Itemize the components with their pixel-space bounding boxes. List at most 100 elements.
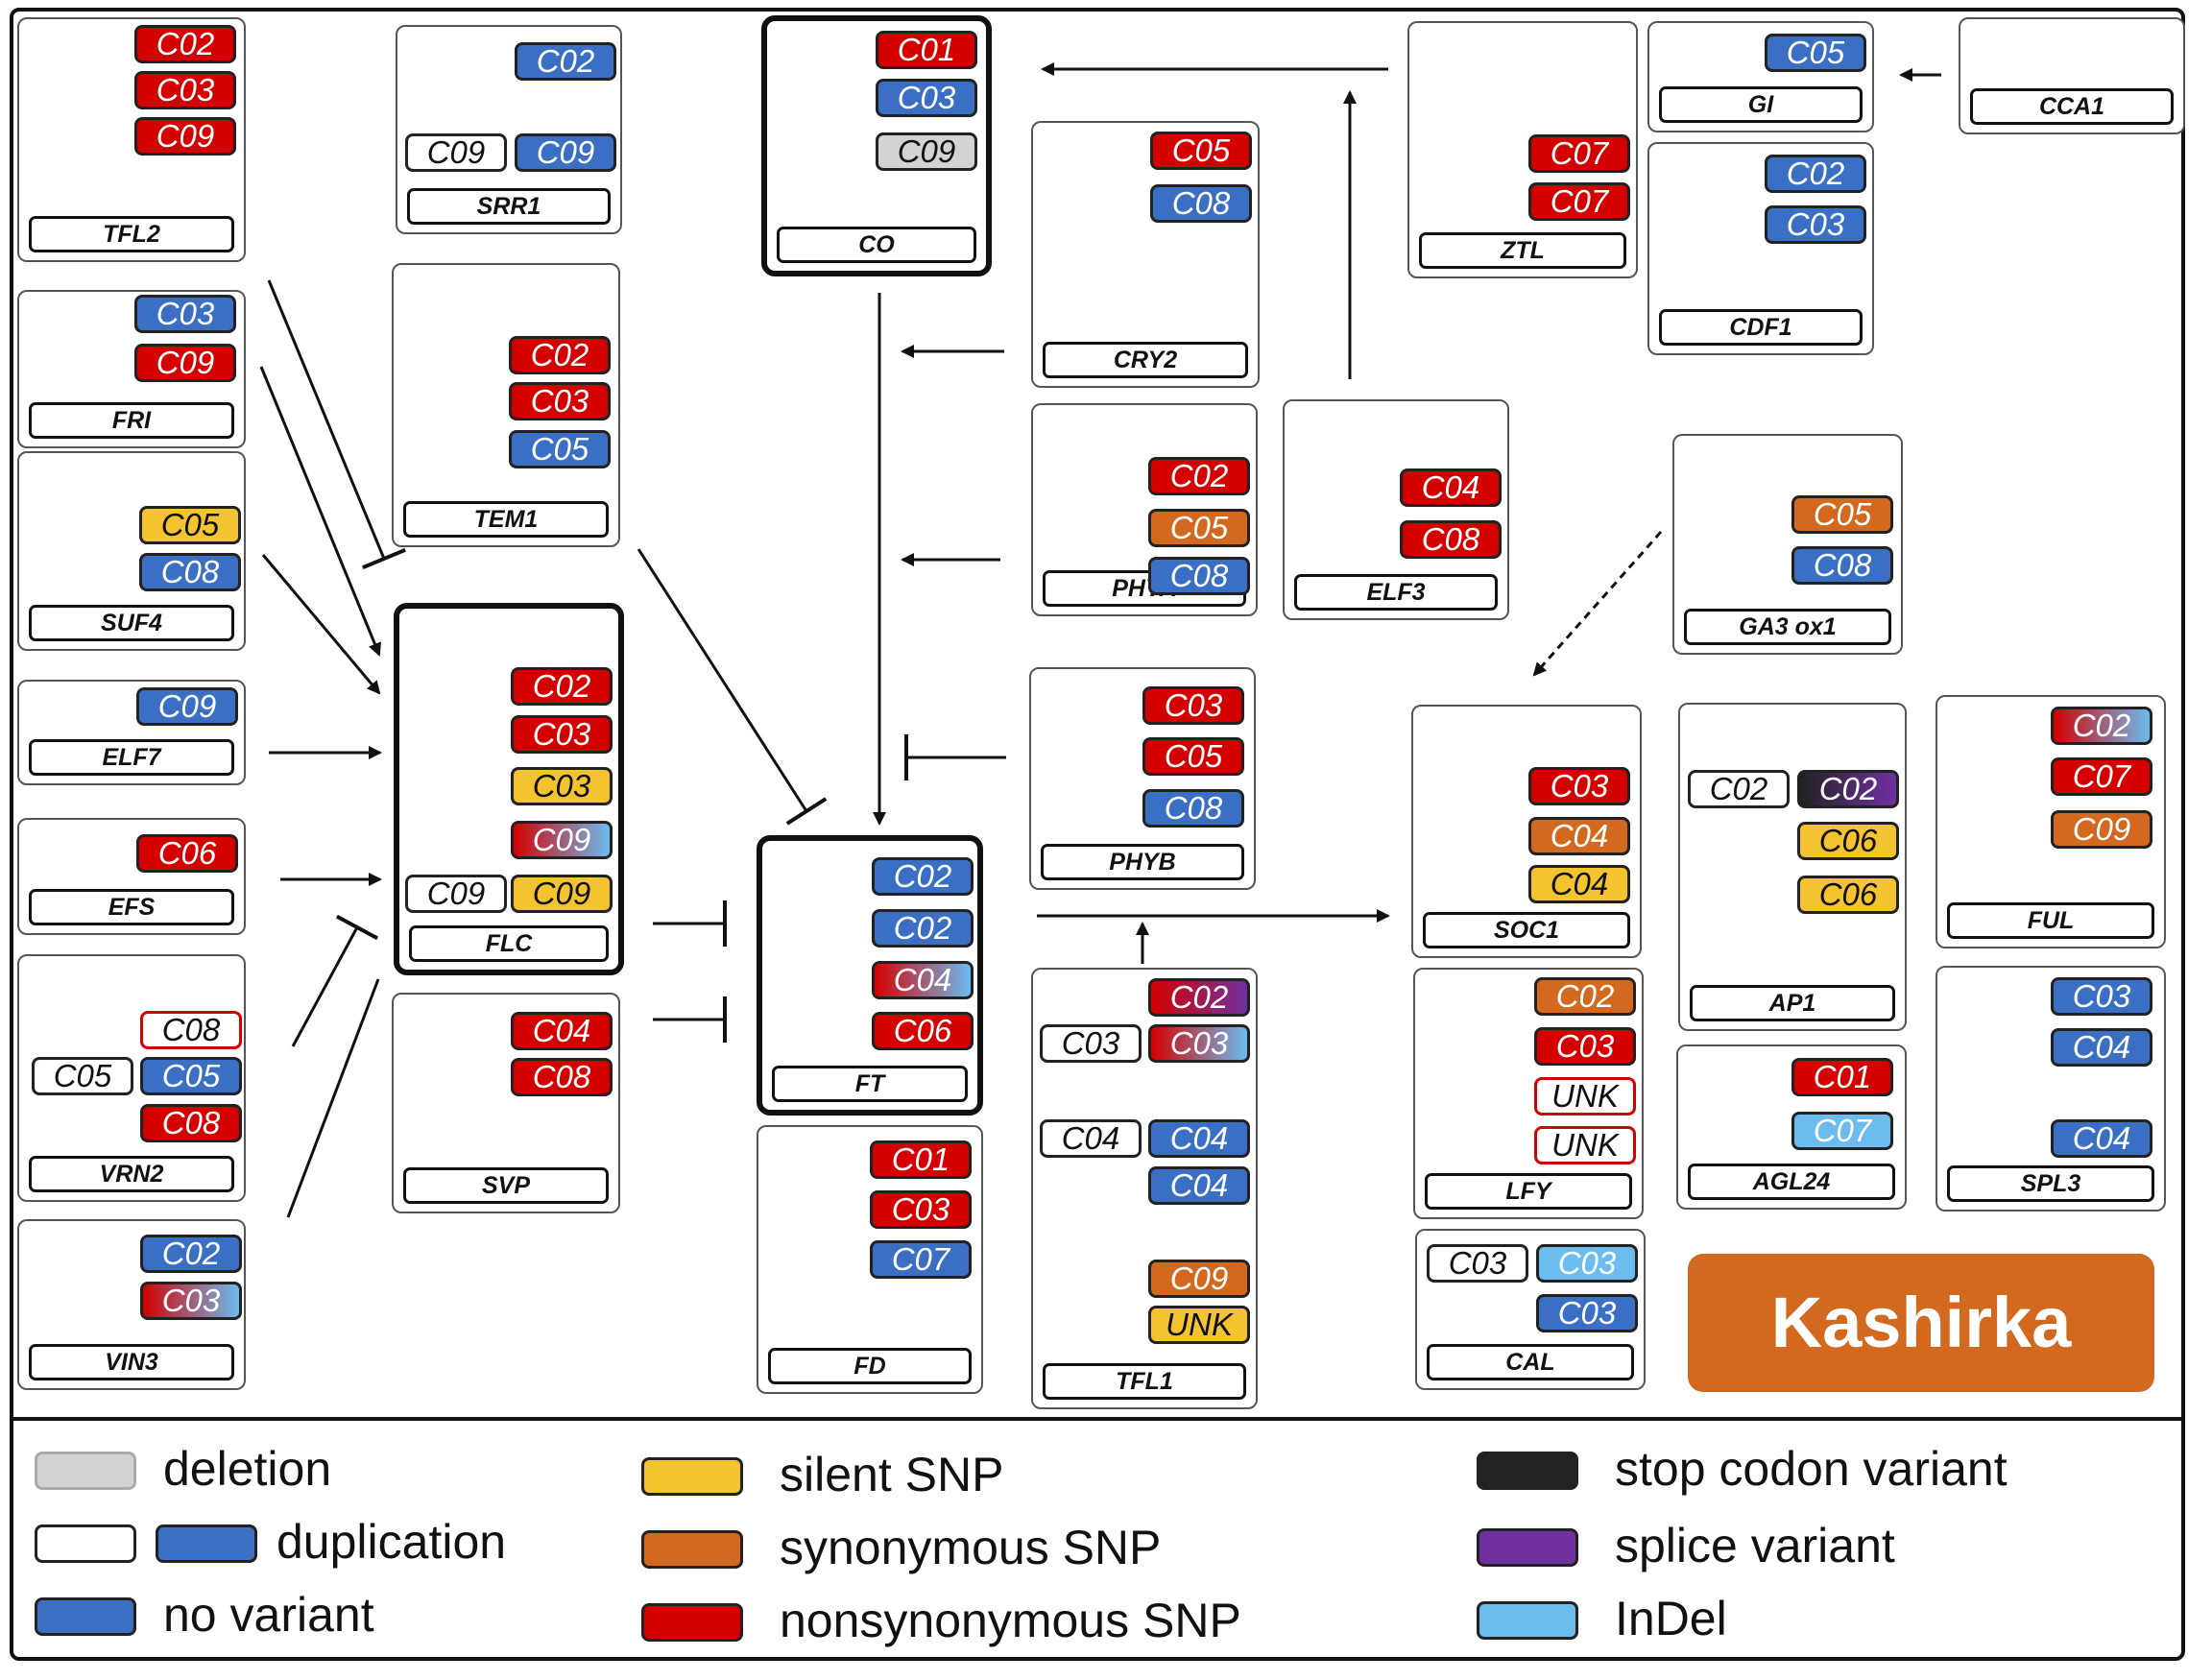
variant-chip: C04 — [2051, 1028, 2152, 1067]
variant-chip: C02 — [140, 1235, 242, 1273]
variant-chip: C02 — [515, 42, 616, 81]
variant-chip: C05 — [139, 506, 241, 544]
variant-chip: C05 — [509, 430, 611, 468]
variant-chip: C05 — [1148, 509, 1250, 547]
gene-name: GA3 ox1 — [1684, 609, 1891, 645]
variant-chip: C03 — [134, 71, 236, 109]
legend-label-indel: InDel — [1615, 1592, 1727, 1645]
edge-fri-to-flc — [259, 366, 381, 657]
legend-label-splice-variant: splice variant — [1615, 1519, 1895, 1572]
inhibition-bar — [335, 914, 379, 941]
gene-name: CRY2 — [1043, 342, 1248, 378]
variant-chip: C03 — [1148, 1024, 1250, 1063]
variant-chip: C08 — [139, 553, 241, 591]
variant-chip: C09 — [511, 875, 613, 913]
variant-chip: C03 — [140, 1282, 242, 1320]
gene-name: LFY — [1425, 1173, 1632, 1210]
gene-name: FUL — [1947, 902, 2154, 939]
variant-chip: C04 — [872, 961, 974, 999]
variant-chip: C04 — [1148, 1166, 1250, 1205]
variant-chip: C01 — [1791, 1058, 1893, 1096]
gene-name: EFS — [29, 889, 234, 925]
legend-swatch-deletion — [35, 1452, 136, 1490]
gene-name: SPL3 — [1947, 1165, 2154, 1202]
variant-chip: C07 — [1528, 134, 1630, 173]
edge-ga3ox1-to-soc1 — [1532, 531, 1663, 677]
gene-name: CDF1 — [1659, 309, 1863, 346]
variant-chip: C02 — [872, 909, 974, 948]
edge-tfl2-to-flc — [267, 279, 386, 560]
variant-chip: C06 — [1797, 876, 1899, 914]
diagram-frame — [10, 8, 2185, 1661]
legend-label-nonsynonymous-snp: nonsynonymous SNP — [780, 1594, 1241, 1647]
variant-chip: C08 — [511, 1058, 613, 1096]
legend-swatch-silent-snp — [641, 1457, 743, 1496]
gene-name: ELF7 — [29, 739, 234, 776]
legend-swatch-no-variant — [156, 1524, 257, 1563]
variant-chip: C01 — [876, 31, 977, 69]
variant-chip: C09 — [405, 133, 507, 172]
variant-chip: C09 — [136, 687, 238, 726]
gene-name: FT — [772, 1066, 968, 1102]
variant-chip: C04 — [2051, 1119, 2152, 1158]
variant-chip: C03 — [1040, 1024, 1142, 1063]
edge-vin3-to-flc — [286, 978, 380, 1218]
gene-name: ZTL — [1419, 232, 1626, 269]
variant-chip: C03 — [1427, 1244, 1528, 1283]
variant-chip: C04 — [1528, 865, 1630, 903]
variant-chip: C03 — [511, 715, 613, 754]
gene-name: TFL1 — [1043, 1363, 1246, 1400]
variant-chip: C05 — [140, 1057, 242, 1095]
variant-chip: C09 — [1148, 1260, 1250, 1298]
legend-swatch-indel — [1477, 1601, 1578, 1640]
variant-chip: C07 — [870, 1240, 972, 1279]
gene-name: SOC1 — [1423, 912, 1630, 948]
gene-name: SRR1 — [407, 188, 611, 225]
variant-chip: C03 — [870, 1190, 972, 1229]
variant-chip: C09 — [405, 875, 507, 913]
cultivar-label: Kashirka — [1688, 1254, 2154, 1392]
variant-chip: C09 — [511, 821, 613, 859]
variant-chip: C02 — [1797, 770, 1899, 808]
legend-label-duplication: duplication — [276, 1515, 507, 1569]
variant-chip: C08 — [1142, 789, 1244, 828]
gene-box-ga3ox1: GA3 ox1 — [1672, 434, 1903, 655]
variant-chip: C06 — [136, 834, 238, 873]
variant-chip: C02 — [872, 857, 974, 896]
gene-name: CO — [777, 227, 976, 263]
variant-chip: C02 — [1688, 770, 1790, 808]
gene-box-tem1: TEM1 — [392, 263, 620, 547]
variant-chip: C08 — [1150, 184, 1252, 223]
variant-chip: C06 — [872, 1012, 974, 1050]
variant-chip: C07 — [2051, 757, 2152, 796]
gene-name: GI — [1659, 86, 1863, 123]
variant-chip: C05 — [1765, 34, 1866, 72]
variant-chip: C03 — [1142, 686, 1244, 725]
variant-chip: C03 — [2051, 977, 2152, 1016]
gene-box-elf3: ELF3 — [1283, 399, 1509, 620]
variant-chip: C02 — [2051, 707, 2152, 745]
gene-name: FRI — [29, 402, 234, 439]
gene-name: TEM1 — [403, 501, 609, 538]
gene-box-cdf1: CDF1 — [1647, 142, 1874, 355]
legend-swatch-nonsynonymous-snp — [641, 1603, 743, 1642]
variant-chip: C07 — [1791, 1112, 1893, 1150]
edge-tem1-to-ft — [637, 548, 808, 812]
variant-chip: C02 — [511, 667, 613, 706]
variant-chip: C09 — [134, 117, 236, 156]
variant-chip: C03 — [876, 79, 977, 117]
variant-chip: C02 — [1765, 155, 1866, 193]
variant-chip: C03 — [509, 382, 611, 420]
gene-name: ELF3 — [1294, 574, 1498, 611]
legend-label-stop-codon-variant: stop codon variant — [1615, 1442, 2008, 1496]
edge-vrn2-to-flc — [291, 926, 359, 1047]
gene-box-cca1: CCA1 — [1959, 17, 2185, 134]
variant-chip: C04 — [511, 1012, 613, 1050]
gene-name: SUF4 — [29, 605, 234, 641]
variant-chip: C05 — [1791, 495, 1893, 534]
variant-chip: C08 — [140, 1011, 242, 1049]
gene-box-ap1: AP1 — [1678, 703, 1907, 1031]
gene-name: CAL — [1427, 1344, 1634, 1380]
legend-label-deletion: deletion — [163, 1442, 332, 1496]
